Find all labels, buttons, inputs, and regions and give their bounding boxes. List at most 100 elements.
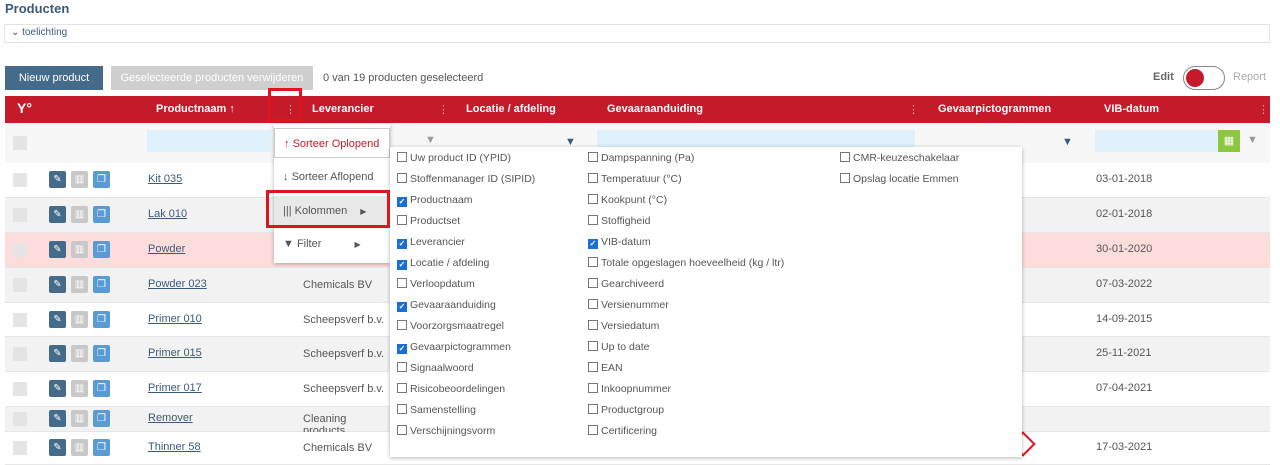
checkbox[interactable] xyxy=(840,152,850,162)
column-option[interactable]: ✓ Gevaaraanduiding xyxy=(397,299,496,312)
column-option[interactable]: Versienummer xyxy=(588,299,669,311)
product-link[interactable]: Remover xyxy=(148,412,193,424)
dropdown-arrow-icon[interactable]: ▼ xyxy=(565,136,576,148)
copy-icon[interactable]: ❐ xyxy=(93,171,110,188)
product-link[interactable]: Powder 023 xyxy=(148,278,207,290)
header-locatie[interactable]: Locatie / afdeling xyxy=(466,103,556,115)
edit-pencil-icon[interactable]: ✎ xyxy=(49,439,66,456)
date-filter-input[interactable] xyxy=(1095,130,1219,152)
dropdown-arrow-icon[interactable]: ▼ xyxy=(1062,136,1073,148)
mode-toggle[interactable] xyxy=(1183,66,1225,90)
edit-pencil-icon[interactable]: ✎ xyxy=(49,410,66,427)
column-option[interactable]: Risicobeoordelingen xyxy=(397,383,505,395)
delete-trash-icon[interactable]: ▥ xyxy=(71,206,88,223)
column-option[interactable]: Verloopdatum xyxy=(397,278,475,290)
checkbox[interactable]: ✓ xyxy=(397,344,407,354)
checkbox[interactable] xyxy=(397,383,407,393)
column-option[interactable]: Opslag locatie Emmen xyxy=(840,173,959,185)
header-vib-datum[interactable]: VIB-datum xyxy=(1104,103,1159,115)
filter-reset-icon[interactable]: Y° xyxy=(17,100,32,116)
column-option[interactable]: EAN xyxy=(588,362,623,374)
column-option[interactable]: ✓ Gevaarpictogrammen xyxy=(397,341,511,354)
explanation-toggle[interactable]: ⌄ toelichting xyxy=(4,24,1270,43)
column-option[interactable]: Stoffenmanager ID (SIPID) xyxy=(397,173,535,185)
checkbox[interactable] xyxy=(588,362,598,372)
column-menu-dots-icon[interactable]: ⋮ xyxy=(438,104,449,116)
delete-trash-icon[interactable]: ▥ xyxy=(71,171,88,188)
header-gevaarpictogrammen[interactable]: Gevaarpictogrammen xyxy=(938,103,1052,115)
new-product-button[interactable]: Nieuw product xyxy=(5,66,103,90)
copy-icon[interactable]: ❐ xyxy=(93,276,110,293)
checkbox[interactable] xyxy=(588,425,598,435)
checkbox[interactable] xyxy=(397,425,407,435)
menu-sort-descending[interactable]: ↓ Sorteer Aflopend xyxy=(283,171,374,183)
delete-trash-icon[interactable]: ▥ xyxy=(71,380,88,397)
row-checkbox[interactable] xyxy=(13,347,27,361)
filter-icon[interactable]: ▼ xyxy=(1247,134,1258,146)
column-menu-dots-icon[interactable]: ⋮ xyxy=(285,104,296,116)
column-option[interactable]: Temperatuur (°C) xyxy=(588,173,682,185)
row-checkbox[interactable] xyxy=(13,441,27,455)
menu-sort-ascending[interactable]: ↑ Sorteer Oplopend xyxy=(274,128,390,158)
checkbox[interactable]: ✓ xyxy=(397,302,407,312)
copy-icon[interactable]: ❐ xyxy=(93,206,110,223)
column-option[interactable]: Certificering xyxy=(588,425,657,437)
copy-icon[interactable]: ❐ xyxy=(93,410,110,427)
checkbox[interactable] xyxy=(397,173,407,183)
checkbox[interactable] xyxy=(397,404,407,414)
checkbox[interactable]: ✓ xyxy=(588,239,598,249)
product-filter-input[interactable] xyxy=(147,130,271,152)
column-option[interactable]: Totale opgeslagen hoeveelheid (kg / ltr) xyxy=(588,257,784,269)
column-option[interactable]: ✓ Productnaam xyxy=(397,194,472,207)
delete-trash-icon[interactable]: ▥ xyxy=(71,345,88,362)
calendar-icon[interactable]: ▦ xyxy=(1218,130,1240,152)
copy-icon[interactable]: ❐ xyxy=(93,439,110,456)
edit-pencil-icon[interactable]: ✎ xyxy=(49,380,66,397)
checkbox[interactable]: ✓ xyxy=(397,197,407,207)
checkbox[interactable] xyxy=(588,194,598,204)
checkbox[interactable] xyxy=(588,215,598,225)
product-link[interactable]: Powder xyxy=(148,243,186,255)
product-link[interactable]: Kit 035 xyxy=(148,173,183,185)
column-menu-dots-icon[interactable]: ⋮ xyxy=(1258,104,1269,116)
delete-trash-icon[interactable]: ▥ xyxy=(71,276,88,293)
checkbox[interactable] xyxy=(588,278,598,288)
product-link[interactable]: Primer 015 xyxy=(148,347,202,359)
delete-trash-icon[interactable]: ▥ xyxy=(71,311,88,328)
checkbox[interactable] xyxy=(397,152,407,162)
row-checkbox[interactable] xyxy=(13,412,27,426)
edit-pencil-icon[interactable]: ✎ xyxy=(49,241,66,258)
checkbox[interactable] xyxy=(397,278,407,288)
product-link[interactable]: Primer 010 xyxy=(148,313,202,325)
edit-pencil-icon[interactable]: ✎ xyxy=(49,171,66,188)
column-option[interactable]: Inkoopnummer xyxy=(588,383,671,395)
hazard-filter-input[interactable] xyxy=(597,130,915,152)
column-option[interactable]: Kookpunt (°C) xyxy=(588,194,667,206)
checkbox[interactable] xyxy=(588,257,598,267)
checkbox[interactable] xyxy=(588,173,598,183)
column-option[interactable]: Stoffigheid xyxy=(588,215,650,227)
column-option[interactable]: Signaalwoord xyxy=(397,362,474,374)
column-option[interactable]: Samenstelling xyxy=(397,404,476,416)
row-checkbox[interactable] xyxy=(13,208,27,222)
row-checkbox[interactable] xyxy=(13,313,27,327)
checkbox[interactable] xyxy=(588,320,598,330)
column-menu-dots-icon[interactable]: ⋮ xyxy=(908,104,919,116)
column-option[interactable]: ✓ Leverancier xyxy=(397,236,465,249)
column-option[interactable]: Voorzorgsmaatregel xyxy=(397,320,504,332)
checkbox[interactable] xyxy=(588,404,598,414)
column-option[interactable]: ✓ Locatie / afdeling xyxy=(397,257,489,270)
row-checkbox[interactable] xyxy=(13,173,27,187)
row-checkbox[interactable] xyxy=(13,278,27,292)
checkbox[interactable] xyxy=(588,341,598,351)
edit-pencil-icon[interactable]: ✎ xyxy=(49,206,66,223)
column-option[interactable]: Productset xyxy=(397,215,460,227)
edit-pencil-icon[interactable]: ✎ xyxy=(49,345,66,362)
column-option[interactable]: Up to date xyxy=(588,341,649,353)
delete-selected-button[interactable]: Geselecteerde producten verwijderen xyxy=(111,66,313,90)
checkbox[interactable] xyxy=(588,152,598,162)
menu-columns[interactable]: ||| Kolommen ▶ xyxy=(274,196,390,226)
checkbox[interactable] xyxy=(588,299,598,309)
product-link[interactable]: Thinner 58 xyxy=(148,441,201,453)
delete-trash-icon[interactable]: ▥ xyxy=(71,439,88,456)
